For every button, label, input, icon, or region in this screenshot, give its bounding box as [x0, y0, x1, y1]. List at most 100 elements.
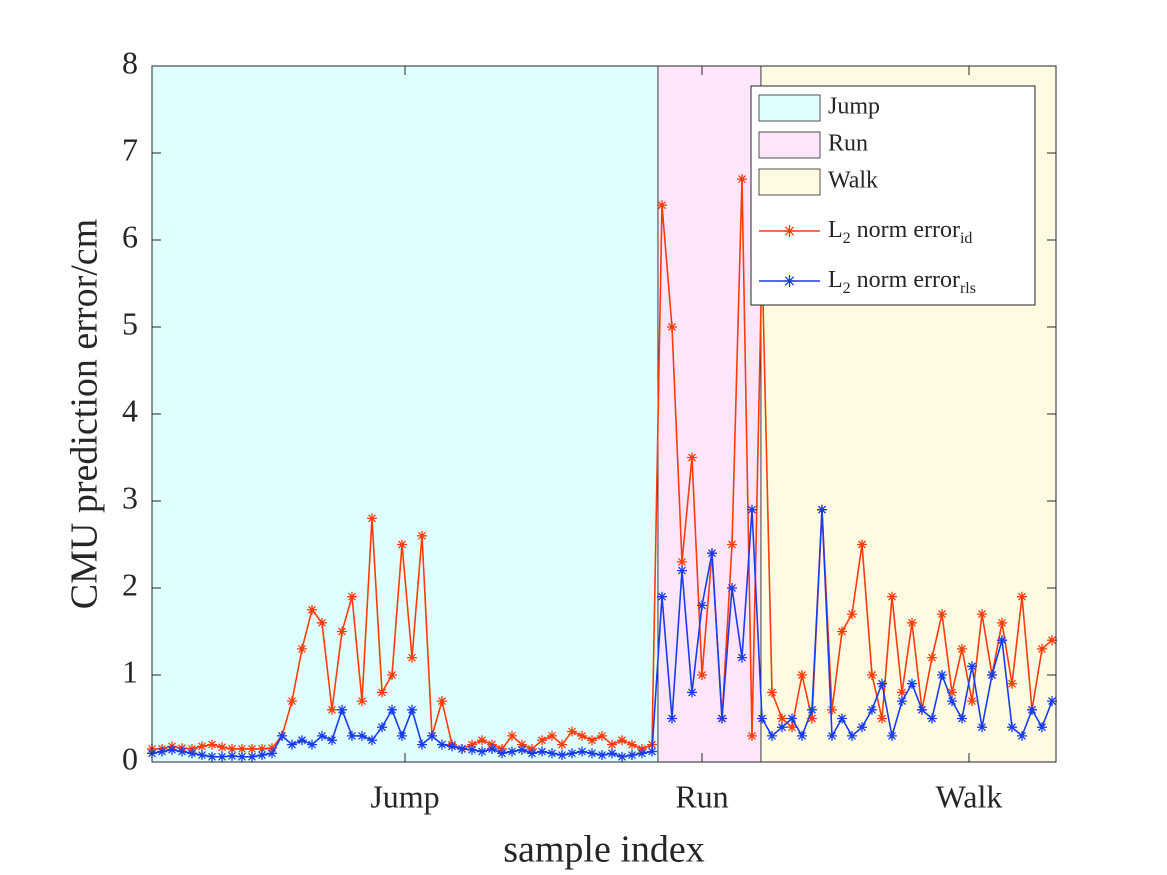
legend-text: L — [828, 267, 843, 293]
y-tick-label: 3 — [122, 479, 138, 515]
marker — [267, 748, 277, 759]
legend-subscript: id — [960, 230, 972, 247]
x-tick-label: Run — [675, 778, 728, 814]
marker — [717, 713, 727, 724]
legend-box — [750, 85, 1036, 306]
marker — [847, 730, 857, 741]
marker — [677, 565, 687, 576]
region — [151, 65, 659, 763]
marker — [787, 722, 797, 733]
marker — [997, 635, 1007, 646]
marker — [407, 704, 417, 715]
marker — [207, 751, 217, 762]
marker — [417, 739, 427, 750]
legend-marker — [783, 275, 796, 287]
legend-swatch — [758, 94, 821, 122]
legend-swatch — [758, 131, 821, 159]
marker — [617, 735, 627, 746]
marker — [197, 750, 207, 761]
marker — [987, 670, 997, 680]
marker — [437, 696, 447, 707]
marker — [747, 504, 757, 515]
marker — [697, 670, 707, 680]
marker — [497, 748, 507, 759]
y-tick-label: 6 — [122, 218, 138, 254]
marker — [177, 746, 187, 757]
marker — [587, 735, 597, 746]
marker — [1037, 722, 1047, 733]
marker — [897, 696, 907, 707]
marker — [287, 739, 297, 750]
marker — [567, 748, 577, 759]
y-tick-label: 7 — [122, 131, 138, 167]
marker — [187, 748, 197, 759]
marker — [257, 750, 267, 761]
marker — [467, 744, 477, 755]
marker — [817, 504, 827, 515]
marker — [997, 617, 1007, 628]
marker — [467, 739, 477, 750]
x-axis-label: sample index — [503, 829, 705, 871]
marker — [287, 696, 297, 707]
marker — [947, 687, 957, 698]
legend-label: Walk — [828, 168, 878, 194]
marker — [597, 750, 607, 761]
marker — [237, 743, 247, 754]
marker — [537, 735, 547, 746]
y-tick-label: 1 — [122, 653, 138, 689]
marker — [257, 743, 267, 754]
marker — [1027, 704, 1037, 715]
legend-subscript: 2 — [843, 280, 851, 297]
marker — [797, 670, 807, 680]
marker — [657, 591, 667, 602]
marker — [557, 750, 567, 761]
marker — [887, 730, 897, 741]
marker — [477, 746, 487, 757]
marker — [407, 652, 417, 663]
marker — [807, 713, 817, 724]
marker — [827, 730, 837, 741]
marker — [897, 687, 907, 698]
marker — [337, 704, 347, 715]
marker — [587, 748, 597, 759]
marker — [757, 713, 767, 724]
marker — [907, 678, 917, 689]
marker — [1007, 678, 1017, 689]
marker — [217, 742, 227, 753]
marker — [737, 174, 747, 185]
marker — [317, 730, 327, 741]
legend-swatch — [758, 168, 821, 196]
marker — [957, 643, 967, 654]
marker — [227, 750, 237, 761]
x-tick-label: Walk — [936, 778, 1003, 814]
marker — [217, 751, 227, 762]
legend-label: L2 norm errorid — [828, 217, 972, 247]
marker — [857, 539, 867, 550]
marker — [337, 626, 347, 637]
marker — [247, 751, 257, 762]
marker — [607, 748, 617, 759]
marker — [927, 652, 937, 663]
marker — [907, 617, 917, 628]
marker — [967, 696, 977, 707]
marker — [927, 713, 937, 724]
marker — [517, 744, 527, 755]
marker — [957, 713, 967, 724]
marker — [647, 746, 657, 757]
marker — [457, 743, 467, 754]
marker — [447, 741, 457, 752]
marker — [1037, 643, 1047, 654]
marker — [977, 609, 987, 620]
marker — [937, 670, 947, 680]
marker — [807, 704, 817, 715]
marker — [867, 670, 877, 680]
marker — [307, 604, 317, 615]
marker — [777, 722, 787, 733]
marker — [247, 743, 257, 754]
marker — [827, 704, 837, 715]
marker — [967, 661, 977, 672]
y-tick-label: 2 — [122, 566, 138, 602]
y-tick-label: 5 — [122, 305, 138, 341]
marker — [1007, 722, 1017, 733]
